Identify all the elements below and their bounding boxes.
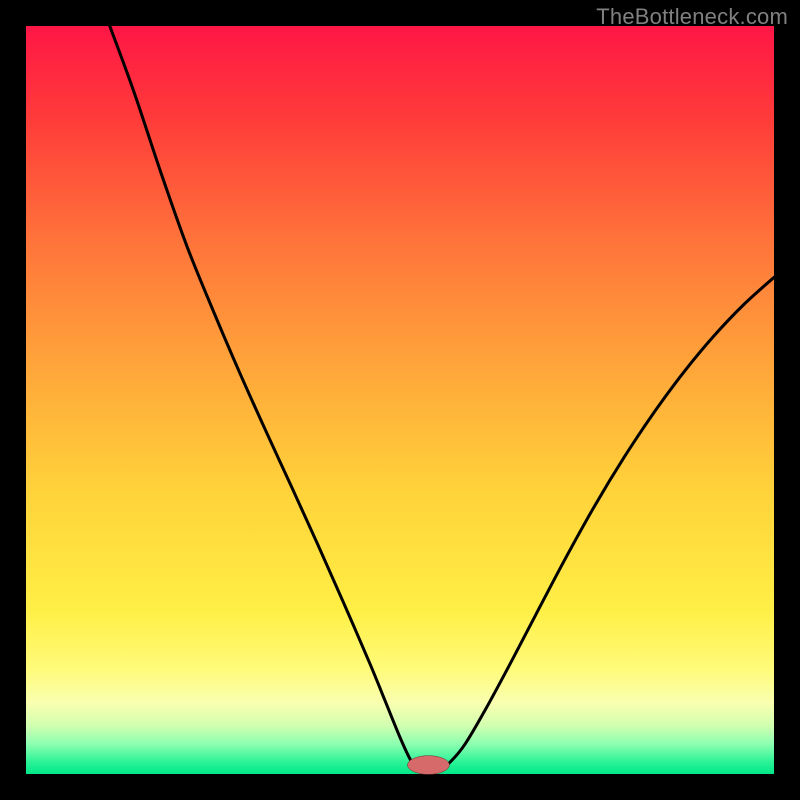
valley-marker: [407, 756, 449, 775]
watermark-text: TheBottleneck.com: [596, 4, 788, 30]
chart-stage: TheBottleneck.com: [0, 0, 800, 800]
bottleneck-chart: [0, 0, 800, 800]
